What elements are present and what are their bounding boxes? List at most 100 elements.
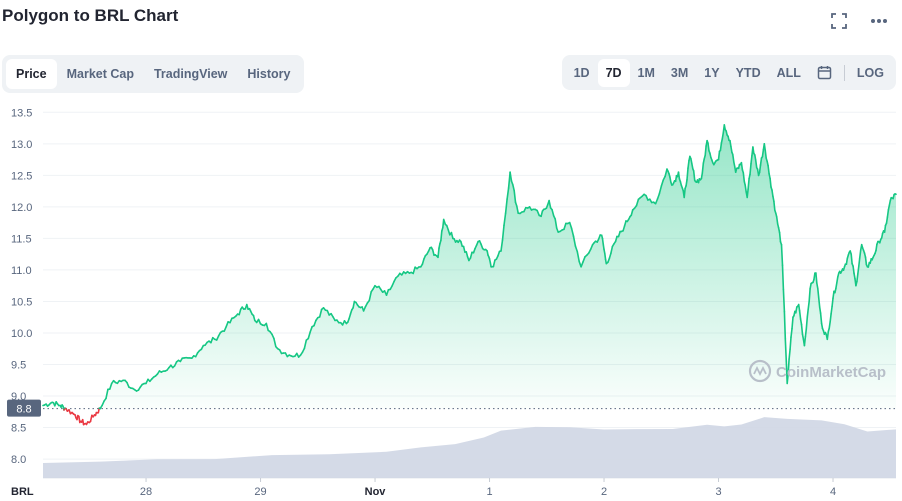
reference-price-line: 8.8	[7, 399, 896, 417]
price-line-segment	[660, 179, 665, 188]
range-ytd[interactable]: YTD	[735, 65, 761, 80]
price-line-segment	[511, 183, 516, 192]
price-line-segment	[759, 157, 763, 166]
x-tick-label: 3	[715, 486, 721, 498]
price-line-segment	[313, 319, 317, 327]
price-line-segment	[582, 255, 586, 263]
price-line-segment	[883, 224, 887, 233]
price-line-segment	[820, 322, 824, 330]
price-line-segment	[780, 243, 784, 267]
price-line-segment	[791, 316, 794, 330]
price-line-segment	[818, 306, 822, 315]
y-tick-label: 11.5	[11, 233, 32, 245]
fullscreen-icon[interactable]	[830, 12, 848, 30]
price-line-segment	[808, 287, 811, 302]
price-line-segment	[777, 227, 781, 234]
price-line-segment	[801, 333, 805, 340]
price-line-segment	[536, 209, 541, 217]
x-tick-label: 1	[486, 486, 492, 498]
price-line-segment	[746, 188, 749, 199]
price-line-segment	[126, 381, 130, 388]
price-line-segment	[318, 308, 323, 318]
price-line-segment	[506, 187, 510, 200]
price-line-segment	[744, 184, 748, 193]
price-line-segment	[238, 308, 242, 316]
price-line-segment	[767, 164, 770, 175]
price-line-segment	[683, 187, 686, 199]
chart-view-tabs: Price Market Cap TradingView History	[2, 55, 305, 93]
price-line-segment	[658, 185, 663, 195]
price-line-segment	[303, 339, 308, 350]
price-line-segment	[687, 159, 690, 169]
price-line-segment	[563, 222, 567, 231]
price-line-segment	[608, 252, 612, 260]
price-line-segment	[775, 216, 779, 225]
price-line-segment	[501, 224, 505, 241]
y-tick-label: 13.0	[11, 139, 32, 151]
price-line-segment	[509, 171, 513, 182]
price-line-segment	[853, 272, 856, 280]
price-line-segment	[771, 189, 774, 197]
price-line-segment	[568, 221, 573, 230]
tab-price[interactable]: Price	[6, 59, 57, 89]
price-line-segment	[717, 150, 721, 161]
price-line-segment	[787, 358, 790, 374]
price-line-segment	[492, 259, 496, 268]
range-all[interactable]: ALL	[776, 65, 801, 80]
price-line-segment	[503, 212, 507, 227]
price-line-segment	[731, 153, 735, 163]
price-line-segment	[772, 195, 775, 203]
price-line-segment	[797, 303, 801, 312]
price-line-segment	[815, 272, 818, 284]
price-line-segment	[437, 247, 440, 259]
range-1d[interactable]: 1D	[573, 65, 590, 80]
price-line-segment	[761, 148, 765, 158]
price-line-segment	[794, 306, 798, 314]
price-line-segment	[798, 310, 802, 321]
range-1y[interactable]: 1Y	[704, 65, 720, 80]
y-tick-label: 13.5	[11, 107, 32, 119]
price-line-segment	[685, 179, 688, 187]
price-line-segment	[835, 276, 839, 284]
price-line-segment	[440, 230, 443, 242]
x-tick-label: 2	[601, 486, 607, 498]
price-line-segment	[805, 316, 809, 330]
price-line-segment	[462, 245, 466, 253]
price-line-segment	[752, 146, 755, 155]
price-line-segment	[617, 230, 621, 238]
price-line-segment	[574, 245, 579, 253]
price-line-segment	[753, 154, 757, 161]
price-line-segment	[664, 168, 668, 178]
tab-market-cap[interactable]: Market Cap	[66, 67, 134, 81]
price-line-segment	[692, 170, 696, 181]
range-7d[interactable]: 7D	[597, 58, 630, 87]
price-line-segment	[690, 162, 694, 170]
price-line-segment	[788, 348, 791, 360]
range-3m[interactable]: 3M	[670, 65, 689, 80]
log-scale-toggle[interactable]: LOG	[856, 65, 884, 80]
price-line-segment	[875, 243, 878, 252]
x-tick-label: Nov	[365, 486, 387, 498]
tab-tradingview[interactable]: TradingView	[153, 67, 228, 81]
price-line-segment	[886, 209, 890, 218]
calendar-icon[interactable]	[809, 59, 840, 87]
price-line-segment	[273, 337, 277, 348]
price-line-segment	[781, 264, 785, 291]
price-line-segment	[850, 253, 853, 265]
price-line-segment	[835, 282, 838, 290]
more-icon[interactable]	[870, 12, 888, 30]
price-line-segment	[551, 209, 555, 217]
price-line-segment	[857, 257, 861, 268]
price-line-segment	[497, 250, 501, 257]
y-tick-label: 12.0	[11, 202, 32, 214]
tab-history[interactable]: History	[247, 67, 291, 81]
range-1m[interactable]: 1M	[637, 65, 655, 80]
range-divider	[843, 64, 845, 81]
price-line-segment	[719, 142, 723, 152]
price-line-segment	[265, 322, 270, 332]
price-line-segment	[548, 199, 552, 209]
y-tick-label: 10.0	[11, 328, 32, 340]
price-line-segment	[469, 251, 473, 259]
price-series	[42, 124, 897, 426]
